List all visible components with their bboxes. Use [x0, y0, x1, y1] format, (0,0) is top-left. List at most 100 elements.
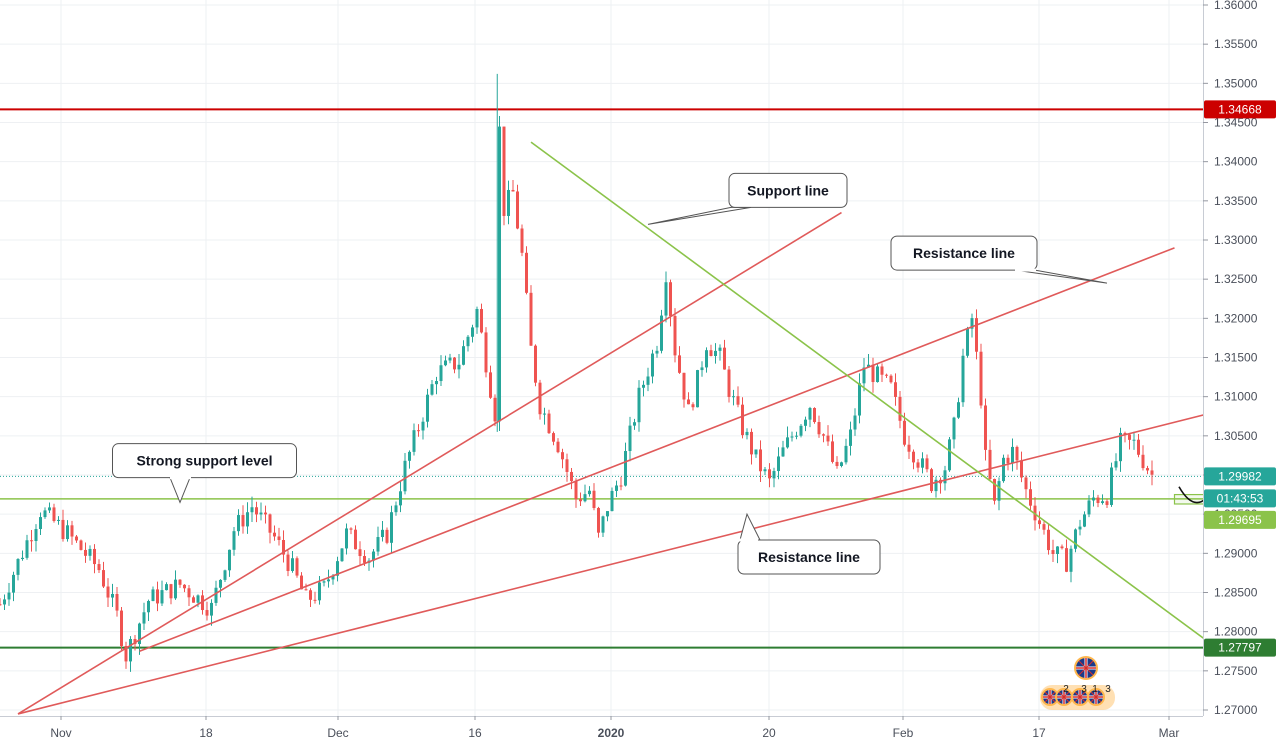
candle — [412, 423, 416, 456]
candle — [390, 505, 393, 554]
candle — [156, 581, 159, 612]
bar-countdown-tag[interactable]: 01:43:53 — [1204, 489, 1276, 508]
uk-flag-icon-2[interactable] — [1071, 688, 1089, 706]
candle — [138, 622, 141, 655]
candle — [538, 379, 542, 420]
candle — [691, 402, 695, 411]
candle — [376, 526, 380, 556]
candle — [462, 340, 465, 366]
candle — [232, 527, 236, 556]
callout-label: Strong support level — [136, 453, 272, 469]
candle — [246, 502, 249, 534]
price-tag-green-level[interactable]: 1.27797 — [1204, 638, 1276, 657]
candle — [709, 344, 713, 357]
y-axis: 1.36000 1.35500 1.35000 1.34500 1.34000 1.335… — [1203, 0, 1280, 746]
candle — [1087, 495, 1091, 518]
candle — [1101, 494, 1104, 505]
candle — [772, 467, 776, 488]
x-tick-label: Feb — [893, 726, 914, 740]
y-tick-label: 1.27500 — [1214, 664, 1258, 678]
annotations: Support line Resistance line Strong suppor… — [112, 172, 1108, 575]
candle — [408, 450, 411, 469]
candle — [525, 246, 528, 295]
candle — [381, 521, 384, 542]
candle — [480, 303, 483, 334]
support-line-diagonal[interactable] — [530, 141, 1211, 645]
candle — [732, 389, 735, 406]
event-count: 3 — [1081, 684, 1087, 695]
candle — [192, 595, 195, 603]
uk-flag-icon-0[interactable] — [1041, 688, 1059, 706]
candle — [610, 487, 614, 512]
candle — [601, 515, 605, 538]
candle — [57, 516, 60, 525]
candle — [1015, 445, 1019, 470]
candle — [1114, 453, 1118, 471]
candle — [520, 224, 524, 257]
candle — [993, 478, 996, 505]
candle — [529, 285, 533, 346]
candle — [925, 454, 929, 473]
resistance-line-lower[interactable] — [17, 393, 1280, 715]
price-tag-support-level[interactable]: 1.29695 — [1204, 510, 1276, 529]
y-axis-panel[interactable] — [1203, 0, 1280, 746]
candle — [453, 357, 456, 374]
candle — [223, 569, 227, 582]
uk-flag-icon-3[interactable] — [1087, 688, 1105, 706]
candle — [592, 483, 596, 511]
candle — [939, 477, 942, 494]
candle — [624, 442, 627, 487]
resistance-line-upper[interactable] — [17, 211, 842, 715]
resistance-line-callout-bottom[interactable]: Resistance line — [737, 512, 881, 575]
candle — [1132, 431, 1136, 450]
candle — [21, 550, 24, 561]
candle — [970, 313, 974, 338]
candle — [984, 398, 987, 461]
candle — [916, 458, 920, 473]
strong-support-callout[interactable]: Strong support level — [112, 443, 297, 504]
candle — [421, 417, 425, 440]
candle — [1128, 433, 1131, 450]
candle — [48, 502, 51, 513]
price-tag-red-level[interactable]: 1.34668 — [1204, 100, 1276, 119]
candle — [385, 527, 389, 545]
candle — [745, 428, 749, 440]
candle — [718, 344, 722, 361]
candle — [651, 349, 654, 384]
candle — [183, 584, 186, 593]
candle — [673, 308, 677, 363]
support-line-callout[interactable]: Support line — [638, 172, 848, 225]
candle — [52, 503, 56, 523]
candle — [75, 535, 78, 543]
uk-flag-icon-1[interactable] — [1055, 688, 1073, 706]
candle — [115, 586, 119, 617]
resistance-line-callout-top[interactable]: Resistance line — [890, 235, 1108, 284]
x-axis-panel[interactable] — [0, 716, 1203, 746]
candle — [682, 372, 686, 408]
price-tag-current[interactable]: 1.29982 — [1204, 467, 1276, 486]
candle — [988, 439, 992, 481]
event-count: 1 — [1092, 684, 1098, 695]
candle — [435, 376, 438, 395]
candle — [1024, 475, 1028, 499]
candle — [97, 559, 101, 573]
candle — [1146, 465, 1149, 475]
y-tick-label: 1.28500 — [1214, 586, 1258, 600]
candle — [687, 392, 690, 405]
candle — [372, 549, 375, 568]
candle — [867, 354, 870, 368]
candle — [498, 116, 501, 431]
candle — [876, 363, 879, 383]
price-tag-label: 1.27797 — [1218, 641, 1262, 655]
candle — [129, 636, 132, 672]
candle — [309, 588, 312, 608]
candle — [889, 374, 893, 384]
y-tick-label: 1.32500 — [1214, 272, 1258, 286]
candle — [268, 513, 272, 544]
resistance-line-mid[interactable] — [139, 247, 1175, 652]
candle — [1137, 434, 1140, 458]
uk-flag-icon[interactable] — [1074, 656, 1098, 680]
